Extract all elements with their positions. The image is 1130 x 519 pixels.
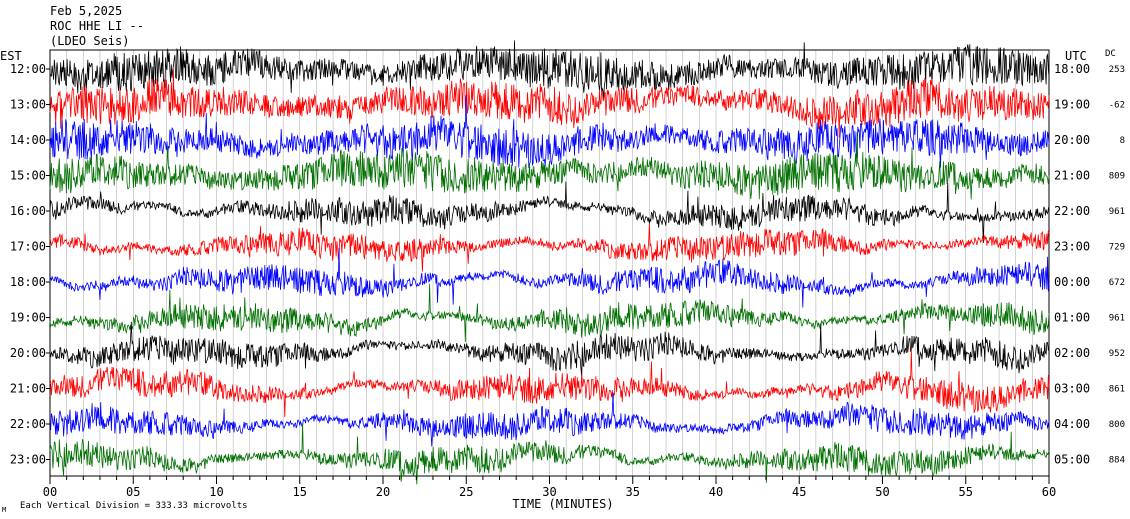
- footnote-text: Each Vertical Division = 333.33 microvol…: [20, 501, 248, 511]
- x-tick-label: 00: [43, 485, 57, 499]
- left-timezone-label: EST: [0, 49, 22, 63]
- x-tick-label: 15: [293, 485, 307, 499]
- dc-value: 952: [1109, 349, 1125, 359]
- header-subtitle: (LDEO Seis): [50, 34, 129, 48]
- left-hour-label: 15:00: [10, 169, 46, 183]
- footnote-icon: M: [2, 506, 6, 514]
- left-hour-label: 17:00: [10, 240, 46, 254]
- trace-row: [49, 131, 1050, 200]
- left-hour-label: 23:00: [10, 453, 46, 467]
- left-hour-label: 22:00: [10, 417, 46, 431]
- x-tick-label: 60: [1042, 485, 1056, 499]
- dc-value: 729: [1109, 243, 1125, 253]
- x-tick-label: 40: [709, 485, 723, 499]
- right-hour-label: 00:00: [1054, 275, 1090, 289]
- dc-value: 884: [1109, 456, 1125, 466]
- header-date: Feb 5,2025: [50, 4, 122, 18]
- x-tick-label: 05: [126, 485, 140, 499]
- seismic-traces: [49, 40, 1050, 485]
- x-tick-label: 25: [459, 485, 473, 499]
- right-hour-label: 03:00: [1054, 382, 1090, 396]
- trace-row: [49, 392, 1050, 447]
- right-hour-label: 21:00: [1054, 169, 1090, 183]
- dc-value: 672: [1109, 278, 1125, 288]
- trace-row: [49, 321, 1050, 377]
- left-hour-label: 20:00: [10, 346, 46, 360]
- left-hour-label: 21:00: [10, 382, 46, 396]
- right-hour-label: 02:00: [1054, 346, 1090, 360]
- dc-value: 861: [1109, 385, 1125, 395]
- left-hour-label: 12:00: [10, 62, 46, 76]
- minute-gridlines: [66, 50, 1033, 476]
- header-station: ROC HHE LI --: [50, 19, 144, 33]
- dc-value: 800: [1109, 420, 1125, 430]
- right-hour-label: 18:00: [1054, 62, 1090, 76]
- dc-header: DC: [1105, 49, 1116, 59]
- left-hour-labels: 12:00 13:00 14:00 15:00 16:00 17:00 18:00 19:00…: [10, 62, 50, 467]
- left-hour-label: 18:00: [10, 275, 46, 289]
- dc-value: 809: [1109, 172, 1125, 182]
- left-hour-label: 16:00: [10, 204, 46, 218]
- trace-row: [49, 247, 1050, 308]
- left-hour-label: 14:00: [10, 133, 46, 147]
- right-hour-label: 23:00: [1054, 240, 1090, 254]
- trace-row: [49, 223, 1050, 272]
- trace-row: [49, 422, 1050, 485]
- trace-row: [49, 68, 1050, 138]
- right-hour-label: 19:00: [1054, 98, 1090, 112]
- x-axis-label: TIME (MINUTES): [512, 497, 613, 511]
- footnote: M Each Vertical Division = 333.33 microv…: [2, 501, 248, 514]
- dc-value: 961: [1109, 314, 1125, 324]
- trace-row: [49, 348, 1050, 418]
- dc-offset-values: 253 -62 8 809 961 729 672 961 952 861 800 884: [1109, 65, 1125, 466]
- right-hour-label: 20:00: [1054, 133, 1090, 147]
- trace-row: [49, 181, 1050, 244]
- left-hour-label: 13:00: [10, 98, 46, 112]
- right-timezone-label: UTC: [1065, 49, 1087, 63]
- right-hour-labels: 18:00 19:00 20:00 21:00 22:00 23:00 00:00 01:00…: [1054, 62, 1090, 467]
- x-tick-label: 55: [959, 485, 973, 499]
- x-tick-label: 20: [376, 485, 390, 499]
- dc-value: 253: [1109, 65, 1125, 75]
- right-hour-label: 22:00: [1054, 204, 1090, 218]
- dc-value: 8: [1120, 136, 1125, 146]
- x-tick-label: 30: [542, 485, 556, 499]
- x-tick-label: 10: [209, 485, 223, 499]
- trace-row: [49, 40, 1050, 101]
- x-tick-label: 50: [875, 485, 889, 499]
- right-hour-label: 05:00: [1054, 453, 1090, 467]
- x-tick-label: 35: [626, 485, 640, 499]
- left-hour-label: 19:00: [10, 311, 46, 325]
- dc-value: -62: [1109, 101, 1125, 111]
- trace-row: [49, 283, 1050, 342]
- trace-row: [49, 95, 1050, 169]
- x-tick-label: 45: [792, 485, 806, 499]
- right-hour-label: 01:00: [1054, 311, 1090, 325]
- dc-value: 961: [1109, 207, 1125, 217]
- x-axis-ticks: 00 05 10 15 20 25 30 35 40 45 50 55 60: [43, 476, 1056, 499]
- right-hour-label: 04:00: [1054, 417, 1090, 431]
